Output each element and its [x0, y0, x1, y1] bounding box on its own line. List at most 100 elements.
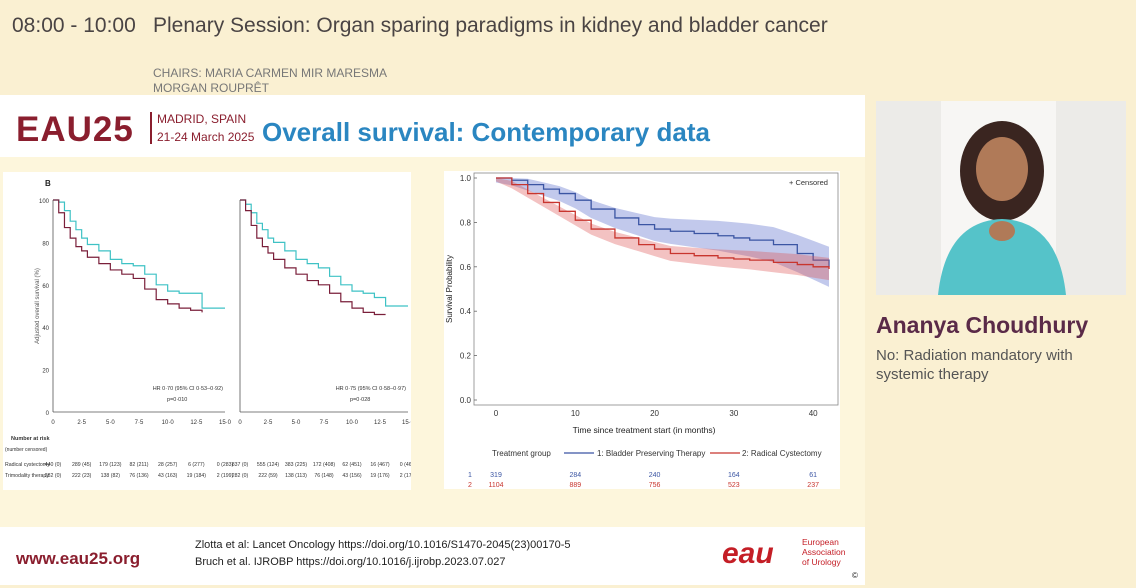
km-x-tick-label: 12·5	[190, 420, 203, 426]
footer-url: www.eau25.org	[16, 549, 141, 568]
km-y-tick-label: 60	[42, 284, 49, 290]
slide-footer: www.eau25.org Zlotta et al: Lancet Oncol…	[0, 527, 865, 585]
km-risk-row-label: Radical cystectomy	[5, 462, 50, 468]
km-risk-value: 61	[809, 472, 817, 479]
km-y-tick-label: 100	[39, 199, 50, 205]
km-x-tick-label: 7·5	[135, 420, 144, 426]
km-risk-value: 0 (467)	[400, 462, 411, 468]
km-chart-ci: 0.0 0.2 0.4 0.6 0.8 1.0 0 10 20 30 40 Survival Prob…	[445, 172, 839, 489]
km-risk-value: 164	[728, 472, 740, 479]
km-hr-annotation: HR 0·70 (95% CI 0·53–0·92)	[153, 386, 223, 392]
chairs-line-1: CHAIRS: MARIA CARMEN MIR MARESMA	[153, 66, 388, 80]
km-line-trimodality	[53, 199, 225, 309]
km-x-tick-label: 30	[729, 409, 738, 418]
km-risk-value: 282 (0)	[45, 473, 62, 479]
km-risk-value: 16 (467)	[370, 462, 390, 468]
speaker-portrait-icon	[876, 101, 1126, 295]
km-risk-value: 837 (0)	[232, 462, 249, 468]
eau-logo-text: European Association of Urology	[802, 537, 845, 567]
km-risk-value: 240	[649, 472, 661, 479]
km-risk-value: 6 (277)	[188, 462, 205, 468]
km-risk-value: 19 (184)	[187, 473, 207, 479]
km-x-tick-label: 10·0	[162, 420, 175, 426]
km-y-axis-label: Adjusted overall survival (%)	[35, 268, 41, 344]
km-risk-value: 555 (124)	[257, 462, 279, 468]
km-risk-value: 222 (23)	[72, 473, 92, 479]
km-line-cystectomy	[240, 199, 386, 316]
km-x-tick-label: 20	[650, 409, 659, 418]
km-x-tick-label: 12·5	[374, 420, 387, 426]
km-line-bladder-preserving	[496, 177, 830, 267]
km-y-tick-label: 20	[42, 369, 49, 375]
speaker-name: Ananya Choudhury	[876, 312, 1089, 338]
speaker-photo	[876, 101, 1126, 295]
slide-header: EAU25 MADRID, SPAIN 21-24 March 2025 Ove…	[0, 95, 865, 157]
km-risk-value: 76 (148)	[314, 473, 334, 479]
km-risk-value: 172 (408)	[313, 462, 335, 468]
eau-line-2: Association	[802, 547, 846, 557]
km-risk-value: 237	[807, 482, 819, 489]
km-y-axis-label: Survival Probability	[445, 255, 454, 323]
eau25-logo: EAU25	[16, 110, 134, 149]
congress-dates: 21-24 March 2025	[157, 130, 255, 144]
km-risk-value: 2 (199)	[217, 473, 234, 479]
km-x-tick-label: 15·0	[402, 420, 411, 426]
km-risk-value: 756	[649, 482, 661, 489]
km-line-trimodality	[240, 199, 408, 307]
eau-line-3: of Urology	[802, 557, 841, 567]
session-time: 08:00 - 10:00	[12, 14, 136, 37]
km-risk-value: 440 (0)	[45, 462, 62, 468]
km-risk-value: 138 (82)	[101, 473, 121, 479]
copyright-symbol: ©	[852, 571, 858, 580]
km-figure-zlotta: 0 20 40 60 80 100 0 2·5 5·0 7·5 10·0 12·5 15·0 B Adjus…	[3, 172, 416, 490]
eau-logo-mark: eau	[722, 537, 774, 570]
presentation-slide: EAU25 MADRID, SPAIN 21-24 March 2025 Ove…	[0, 95, 865, 585]
km-y-tick-label: 0.0	[460, 396, 472, 405]
km-risk-value: 222 (59)	[258, 473, 278, 479]
km-ci-band-bladder-preserving	[496, 178, 829, 287]
km-risk-value: 179 (123)	[99, 462, 121, 468]
km-x-tick-label: 10	[571, 409, 580, 418]
km-risk-value: 2 (177)	[400, 473, 411, 479]
eau-line-1: European	[802, 537, 839, 547]
speaker-position: No: Radiation mandatory with systemic th…	[876, 347, 1073, 383]
km-legend-item-2: 2: Radical Cystectomy	[742, 449, 822, 458]
km-x-tick-label: 40	[809, 409, 818, 418]
km-risk-row-label: Trimodality therapy	[5, 473, 49, 479]
km-x-tick-label: 10·0	[346, 420, 359, 426]
km-panel-label: B	[45, 179, 51, 188]
km-legend-title: Treatment group	[492, 449, 551, 458]
km-figure-bruch: 0.0 0.2 0.4 0.6 0.8 1.0 0 10 20 30 40 Survival Prob…	[444, 171, 840, 489]
km-y-tick-label: 80	[42, 241, 49, 247]
km-risk-value: 289 (45)	[72, 462, 92, 468]
km-risk-subheader: (number censored)	[5, 447, 48, 453]
km-risk-value: 76 (136)	[129, 473, 149, 479]
km-x-tick-label: 0	[238, 420, 242, 426]
km-x-tick-label: 0	[51, 420, 55, 426]
km-plot-frame	[473, 172, 839, 406]
chairs-line-2: MORGAN ROUPRÊT	[153, 81, 270, 95]
km-risk-value: 889	[569, 482, 581, 489]
km-x-tick-label: 15·0	[219, 420, 232, 426]
km-x-axis-label: Time since treatment start (in months)	[573, 425, 716, 435]
km-risk-value: 28 (257)	[158, 462, 178, 468]
km-x-tick-label: 2·5	[264, 420, 273, 426]
km-ci-band-cystectomy	[496, 178, 829, 281]
km-x-tick-label: 5·0	[106, 420, 115, 426]
km-legend-item-1: 1: Bladder Preserving Therapy	[597, 449, 705, 458]
km-y-tick-label: 0.6	[460, 263, 472, 272]
km-x-tick-label: 2·5	[77, 420, 86, 426]
km-y-tick-label: 0.4	[460, 307, 472, 316]
km-x-tick-label: 5·0	[292, 420, 301, 426]
km-risk-row-label: 2	[468, 482, 472, 489]
km-risk-row-label: 1	[468, 472, 472, 479]
km-line-cystectomy	[53, 199, 203, 313]
km-risk-value: 0 (283)	[217, 462, 234, 468]
slide-title: Overall survival: Contemporary data	[262, 117, 710, 147]
eau-logo: eau European Association of Urology ©	[722, 535, 862, 581]
km-x-tick-label: 7·5	[320, 420, 329, 426]
km-risk-value: 43 (156)	[342, 473, 362, 479]
km-y-tick-label: 40	[42, 326, 49, 332]
km-risk-value: 282 (0)	[232, 473, 249, 479]
congress-city: MADRID, SPAIN	[157, 112, 247, 126]
